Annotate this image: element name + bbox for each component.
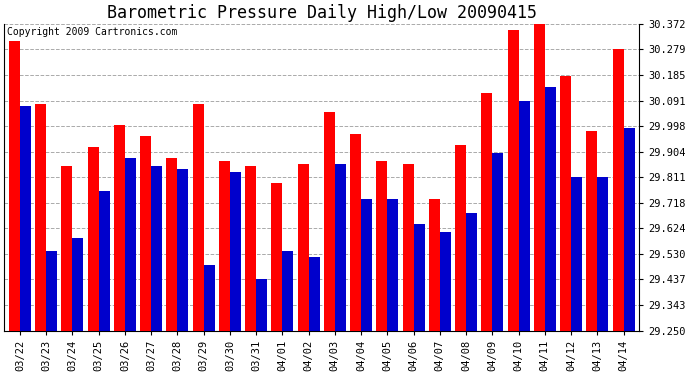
Bar [482,93,493,330]
Bar [230,172,241,330]
Bar [361,199,372,330]
Bar [151,166,162,330]
Title: Barometric Pressure Daily High/Low 20090415: Barometric Pressure Daily High/Low 20090… [107,4,537,22]
Bar [508,30,519,330]
Bar [9,40,20,330]
Bar [466,213,477,330]
Bar [204,265,215,330]
Bar [271,183,282,330]
Bar [245,166,256,330]
Bar [193,104,204,330]
Bar [46,251,57,330]
Bar [571,177,582,330]
Bar [387,199,398,330]
Bar [493,153,503,330]
Bar [125,158,136,330]
Bar [35,104,46,330]
Bar [177,169,188,330]
Bar [428,199,440,330]
Bar [219,161,230,330]
Bar [335,164,346,330]
Bar [624,128,635,330]
Bar [166,158,177,330]
Bar [598,177,609,330]
Bar [61,166,72,330]
Bar [114,126,125,330]
Bar [99,191,110,330]
Bar [282,251,293,330]
Bar [560,76,571,330]
Bar [72,238,83,330]
Bar [545,87,556,330]
Bar [455,145,466,330]
Bar [413,224,424,330]
Bar [586,131,598,330]
Bar [308,257,319,330]
Text: Copyright 2009 Cartronics.com: Copyright 2009 Cartronics.com [8,27,178,37]
Bar [140,136,151,330]
Bar [297,164,308,330]
Bar [256,279,267,330]
Bar [88,147,99,330]
Bar [440,232,451,330]
Bar [402,164,413,330]
Bar [324,112,335,330]
Bar [613,49,624,330]
Bar [376,161,387,330]
Bar [534,10,545,330]
Bar [350,134,361,330]
Bar [20,106,31,330]
Bar [519,101,530,330]
